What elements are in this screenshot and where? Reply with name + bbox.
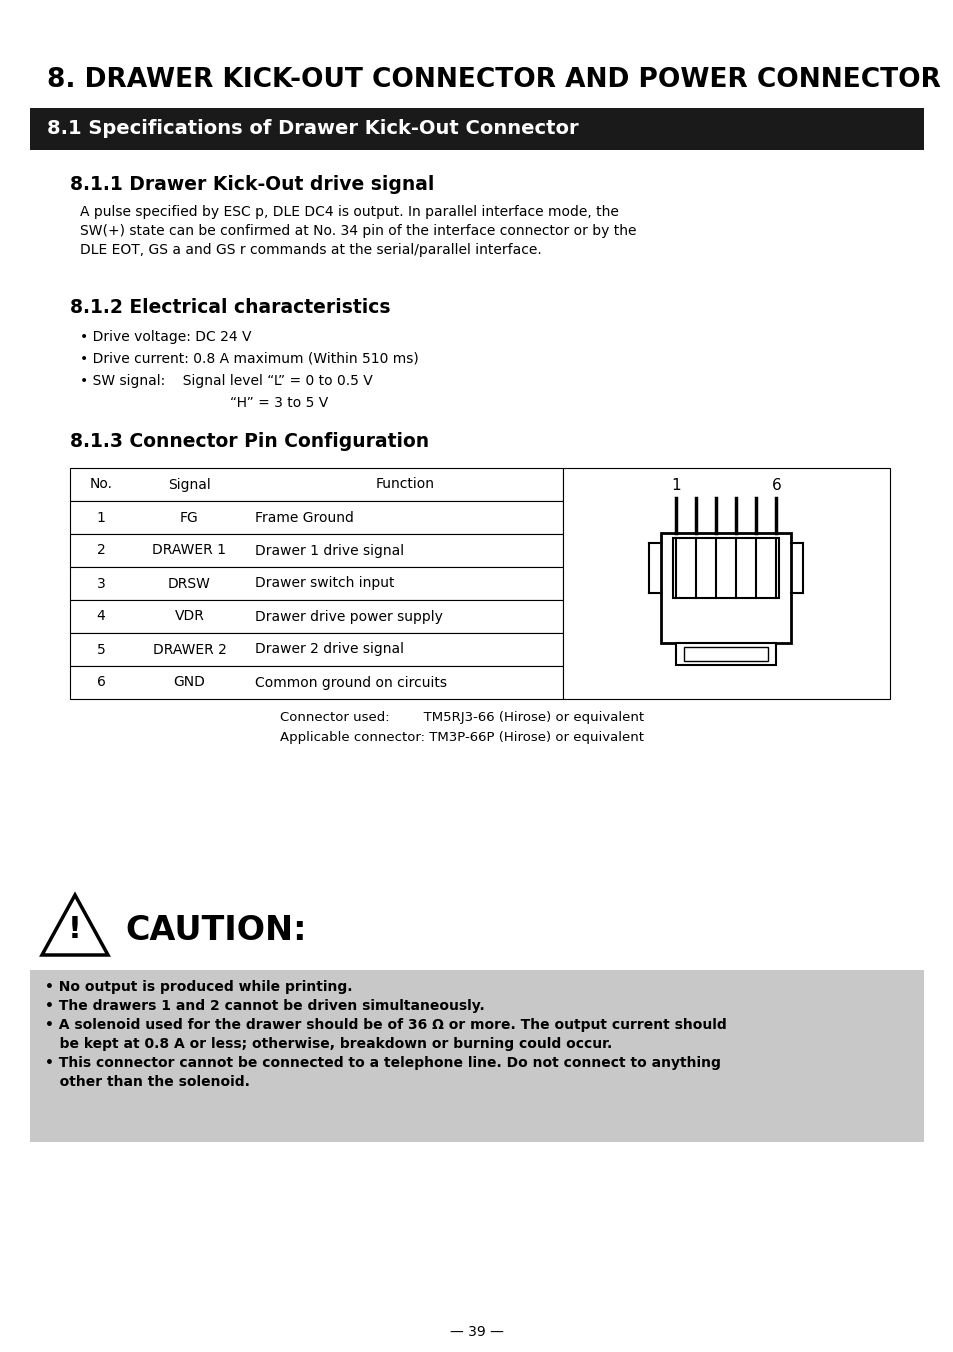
Text: other than the solenoid.: other than the solenoid. [45,1075,250,1088]
Text: • This connector cannot be connected to a telephone line. Do not connect to anyt: • This connector cannot be connected to … [45,1056,720,1069]
Text: • SW signal:    Signal level “L” = 0 to 0.5 V: • SW signal: Signal level “L” = 0 to 0.5… [80,375,373,388]
Text: DRAWER 1: DRAWER 1 [152,544,226,557]
Text: 6: 6 [96,676,106,690]
Bar [676,644,776,665]
Text: 8. DRAWER KICK-OUT CONNECTOR AND POWER CONNECTOR: 8. DRAWER KICK-OUT CONNECTOR AND POWER C… [47,68,940,93]
Text: 1: 1 [671,479,680,493]
Text: 2: 2 [96,544,105,557]
Text: 8.1.1 Drawer Kick-Out drive signal: 8.1.1 Drawer Kick-Out drive signal [70,174,434,193]
Text: be kept at 0.8 A or less; otherwise, breakdown or burning could occur.: be kept at 0.8 A or less; otherwise, bre… [45,1037,612,1051]
Text: • A solenoid used for the drawer should be of 36 Ω or more. The output current s: • A solenoid used for the drawer should … [45,1018,726,1032]
Text: CAUTION:: CAUTION: [125,914,306,946]
Bar [30,969,923,1142]
Bar [660,533,791,644]
Bar [70,502,562,534]
Text: • Drive voltage: DC 24 V: • Drive voltage: DC 24 V [80,330,252,343]
Bar [684,648,768,661]
Text: 4: 4 [96,610,105,623]
Text: VDR: VDR [174,610,204,623]
Text: Frame Ground: Frame Ground [254,511,354,525]
Text: 3: 3 [96,576,105,591]
Text: “H” = 3 to 5 V: “H” = 3 to 5 V [230,396,328,410]
Text: DRSW: DRSW [168,576,211,591]
Text: 8.1.3 Connector Pin Configuration: 8.1.3 Connector Pin Configuration [70,433,429,452]
Text: Common ground on circuits: Common ground on circuits [254,676,447,690]
Bar [70,600,562,633]
Text: Applicable connector: TM3P-66P (Hirose) or equivalent: Applicable connector: TM3P-66P (Hirose) … [280,731,643,744]
Text: • The drawers 1 and 2 cannot be driven simultaneously.: • The drawers 1 and 2 cannot be driven s… [45,999,484,1013]
Text: !: ! [68,915,82,945]
Text: Drawer 2 drive signal: Drawer 2 drive signal [254,642,403,657]
Bar [673,538,779,598]
Text: A pulse specified by ESC p, DLE DC4 is output. In parallel interface mode, the: A pulse specified by ESC p, DLE DC4 is o… [80,206,618,219]
Text: Drawer 1 drive signal: Drawer 1 drive signal [254,544,404,557]
Text: 8.1 Specifications of Drawer Kick-Out Connector: 8.1 Specifications of Drawer Kick-Out Co… [47,119,578,138]
Text: Drawer drive power supply: Drawer drive power supply [254,610,442,623]
Text: 6: 6 [771,479,781,493]
Bar [70,667,562,699]
Text: Drawer switch input: Drawer switch input [254,576,395,591]
Text: 1: 1 [96,511,106,525]
Bar [70,468,562,502]
Bar [70,534,562,566]
Text: 5: 5 [96,642,105,657]
Polygon shape [42,895,108,955]
Text: DLE EOT, GS a and GS r commands at the serial/parallel interface.: DLE EOT, GS a and GS r commands at the s… [80,243,541,257]
Text: Function: Function [375,477,434,492]
Text: GND: GND [173,676,205,690]
Text: • No output is produced while printing.: • No output is produced while printing. [45,980,352,994]
Bar [70,566,562,600]
Text: DRAWER 2: DRAWER 2 [152,642,226,657]
Bar [70,633,562,667]
Text: 8.1.2 Electrical characteristics: 8.1.2 Electrical characteristics [70,297,390,316]
Bar [562,468,889,699]
Text: • Drive current: 0.8 A maximum (Within 510 ms): • Drive current: 0.8 A maximum (Within 5… [80,352,418,366]
Text: SW(+) state can be confirmed at No. 34 pin of the interface connector or by the: SW(+) state can be confirmed at No. 34 p… [80,224,636,238]
Text: No.: No. [90,477,112,492]
Text: — 39 —: — 39 — [450,1325,503,1338]
Text: FG: FG [180,511,198,525]
Text: Signal: Signal [168,477,211,492]
Text: Connector used:        TM5RJ3-66 (Hirose) or equivalent: Connector used: TM5RJ3-66 (Hirose) or eq… [280,711,643,725]
Bar [30,108,923,150]
